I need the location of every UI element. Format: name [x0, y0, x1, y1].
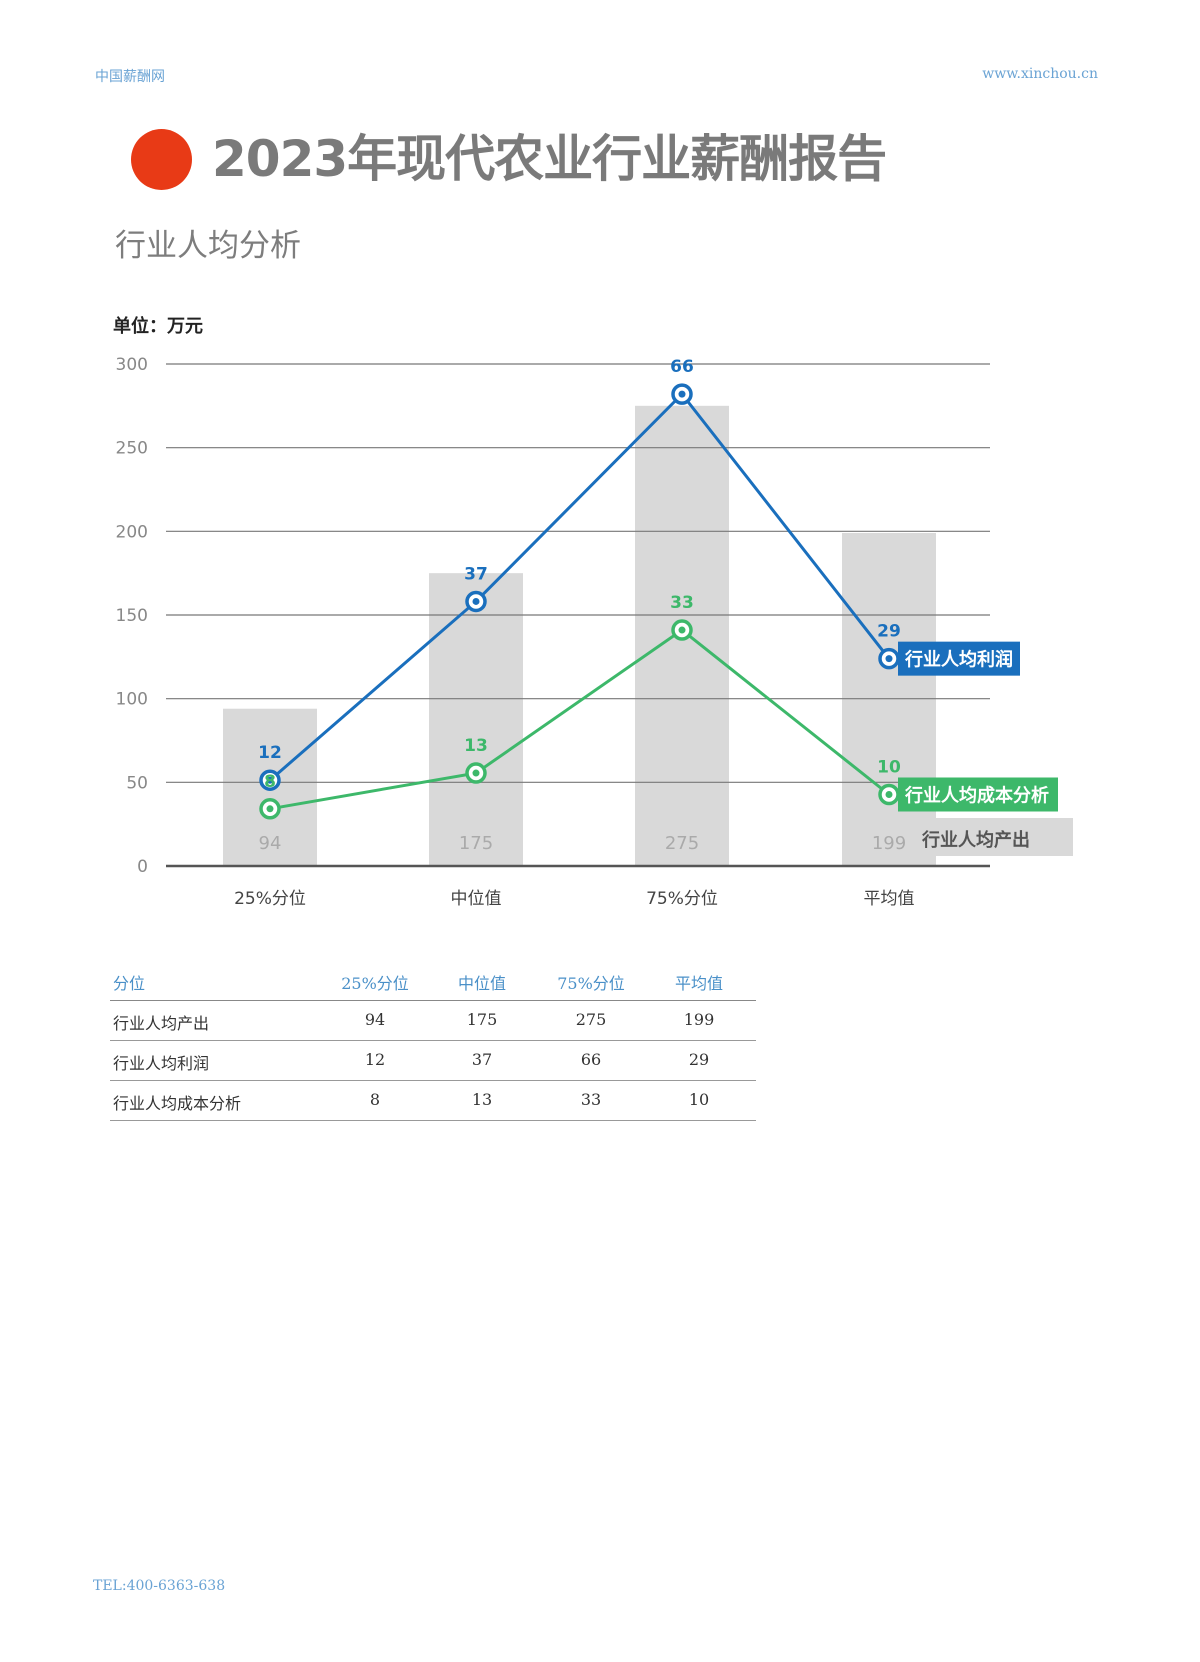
bar-value-label: 199 — [872, 833, 906, 854]
table-cell: 29 — [688, 1050, 710, 1069]
data-point-dot — [885, 791, 893, 798]
bar-output — [429, 573, 523, 866]
table-header-row: 分位 25%分位 中位值 75%分位 平均值 — [110, 960, 756, 1001]
data-point-dot — [266, 805, 274, 813]
line-series — [269, 391, 891, 782]
legend-label: 行业人均产出 — [921, 829, 1030, 851]
table-row: 行业人均产出 94 175 275 199 — [110, 1000, 756, 1041]
data-value-label: 12 — [258, 743, 282, 763]
table-row-label: 行业人均产出 — [113, 1014, 210, 1033]
chart: 0 50 100 150 200 250 300 94 175 275 199 25%分位 中位值 75%… — [116, 355, 1073, 909]
data-value-label: 33 — [670, 593, 694, 613]
x-tick-label: 平均值 — [864, 889, 915, 909]
table-cell: 10 — [688, 1090, 710, 1109]
y-tick-label: 200 — [116, 522, 148, 542]
legend-box — [898, 641, 1020, 676]
table-cell: 94 — [364, 1010, 386, 1029]
x-tick-label: 75%分位 — [646, 889, 718, 909]
data-point-dot — [266, 776, 274, 784]
table-row: 行业人均成本分析 8 13 33 10 — [110, 1080, 756, 1121]
y-tick-label: 50 — [126, 773, 148, 793]
site-url[interactable]: www.xinchou.cn — [982, 66, 1098, 82]
legend-box — [898, 777, 1058, 812]
table-header-cell: 25%分位 — [341, 974, 409, 993]
legend-box — [936, 818, 1073, 856]
title-dot-icon — [131, 129, 192, 190]
table-header-cell: 分位 — [113, 974, 146, 993]
legend-label: 行业人均成本分析 — [904, 785, 1049, 807]
table-cell: 12 — [364, 1050, 386, 1069]
data-value-label: 37 — [464, 564, 488, 584]
data-value-label: 29 — [877, 622, 901, 642]
table-row-label: 行业人均成本分析 — [113, 1094, 242, 1113]
data-point-dot — [472, 597, 480, 605]
unit-label: 单位：万元 — [113, 316, 203, 337]
table-row-label: 行业人均利润 — [113, 1054, 210, 1073]
y-tick-label: 300 — [116, 355, 148, 375]
table-cell: 175 — [466, 1010, 498, 1029]
data-value-label: 8 — [264, 772, 276, 792]
section-title: 行业人均分析 — [115, 228, 301, 264]
bar-value-label: 275 — [665, 833, 699, 854]
data-value-label: 10 — [877, 758, 901, 778]
table-cell: 13 — [471, 1090, 493, 1109]
y-tick-label: 100 — [116, 690, 148, 710]
table-cell: 33 — [580, 1090, 602, 1109]
table-cell: 66 — [580, 1050, 602, 1069]
bar-value-label: 94 — [259, 833, 282, 854]
legend-label: 行业人均利润 — [904, 649, 1013, 671]
data-point-dot — [472, 769, 480, 777]
bar-value-label: 175 — [459, 833, 493, 854]
data-value-label: 13 — [464, 736, 488, 756]
table-header-cell: 平均值 — [674, 974, 723, 993]
table-header-cell: 75%分位 — [557, 974, 625, 993]
bar-output — [842, 533, 936, 866]
table-cell: 199 — [683, 1010, 715, 1029]
line-series — [269, 628, 890, 811]
y-tick-label: 0 — [137, 857, 148, 877]
footer-tel: TEL:400-6363-638 — [93, 1578, 226, 1594]
x-tick-label: 中位值 — [451, 889, 502, 909]
table-header-cell: 中位值 — [457, 974, 506, 993]
data-point-dot — [885, 655, 893, 663]
table-cell: 275 — [575, 1010, 607, 1029]
site-name: 中国薪酬网 — [95, 69, 165, 85]
y-tick-label: 150 — [116, 606, 148, 626]
x-tick-label: 25%分位 — [234, 889, 306, 909]
data-point-dot — [678, 626, 686, 634]
table-cell: 37 — [471, 1050, 493, 1069]
table-row: 行业人均利润 12 37 66 29 — [110, 1040, 756, 1081]
page-title: 2023年现代农业行业薪酬报告 — [212, 130, 887, 188]
data-point-dot — [678, 390, 686, 398]
data-value-label: 66 — [670, 357, 694, 377]
y-tick-label: 250 — [116, 439, 148, 459]
table-cell: 8 — [369, 1090, 381, 1109]
